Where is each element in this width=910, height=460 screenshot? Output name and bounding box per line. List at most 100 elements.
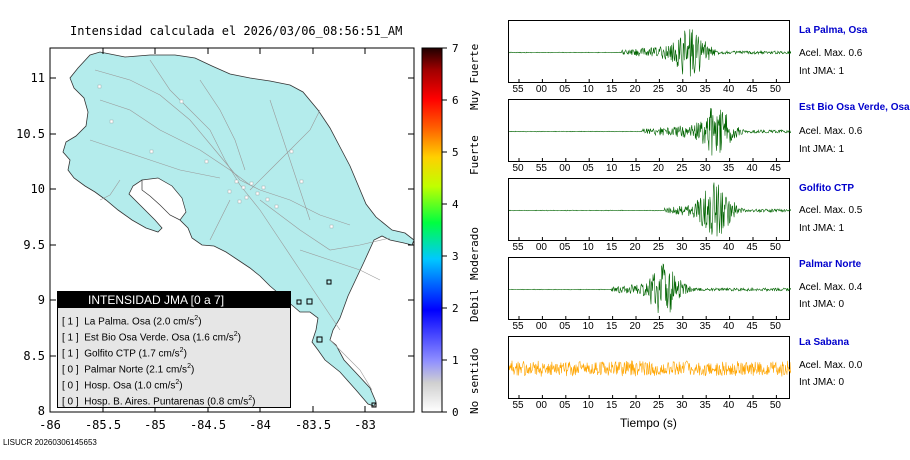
map-ytick: 10.5 bbox=[16, 127, 45, 141]
time-tick-label: 40 bbox=[723, 242, 735, 253]
colorbar-tick-label: 7 bbox=[452, 42, 459, 55]
time-tick-label: 05 bbox=[559, 84, 571, 95]
station-intensity: Int JMA: 0 bbox=[799, 377, 845, 388]
time-tick-label: 55 bbox=[512, 321, 524, 332]
time-tick-label: 20 bbox=[629, 84, 641, 95]
station-acceleration: Acel. Max. 0.0 bbox=[799, 360, 863, 371]
time-tick-label: 35 bbox=[699, 321, 711, 332]
station-name: Golfito CTP bbox=[799, 183, 854, 194]
time-tick-label: 00 bbox=[535, 242, 547, 253]
time-tick-label: 20 bbox=[629, 321, 641, 332]
time-tick-label: 45 bbox=[769, 163, 781, 174]
time-tick-label: 50 bbox=[769, 400, 781, 411]
seismogram-trace bbox=[509, 182, 791, 241]
map-xtick: -85 bbox=[144, 418, 166, 432]
station-intensity: Int JMA: 1 bbox=[799, 66, 845, 77]
station-name: Palmar Norte bbox=[799, 259, 862, 270]
station-name: Est Bio Osa Verde, Osa bbox=[799, 102, 910, 113]
time-tick-label: 55 bbox=[535, 163, 547, 174]
map-ytick: 9 bbox=[37, 293, 45, 307]
category-debil: Debil bbox=[468, 288, 481, 322]
seismogram-trace bbox=[509, 263, 791, 320]
time-tick-label: 15 bbox=[629, 163, 641, 174]
footer-id: LISUCR 20260306145653 bbox=[3, 438, 97, 447]
colorbar-tick-label: 3 bbox=[452, 250, 459, 263]
time-tick-label: 55 bbox=[512, 84, 524, 95]
time-tick-label: 00 bbox=[535, 400, 547, 411]
time-tick-label: 40 bbox=[723, 321, 735, 332]
legend-row: [ 1 ] La Palma. Osa (2.0 cm/s2) bbox=[62, 315, 202, 328]
category-muy-fuerte: Muy Fuerte bbox=[468, 43, 481, 110]
gulf-of-nicoya bbox=[141, 177, 187, 221]
colorbar-ticks bbox=[442, 47, 447, 413]
seismogram-panel bbox=[508, 178, 791, 241]
legend-row: [ 0 ] Hosp. Osa (1.0 cm/s2) bbox=[62, 379, 183, 392]
time-tick-label: 45 bbox=[746, 321, 758, 332]
colorbar-tick-label: 4 bbox=[452, 198, 459, 211]
time-tick-label: 10 bbox=[582, 321, 594, 332]
time-tick-label: 45 bbox=[746, 242, 758, 253]
waveform-line bbox=[509, 29, 791, 77]
time-axis-label: Tiempo (s) bbox=[620, 416, 677, 430]
colorbar-tick-label: 2 bbox=[452, 302, 459, 315]
legend-row: [ 0 ] Hosp. B. Aires. Puntarenas (0.8 cm… bbox=[62, 395, 256, 408]
time-tick-label: 00 bbox=[535, 321, 547, 332]
time-tick-label: 05 bbox=[559, 400, 571, 411]
map-xtick: -84 bbox=[249, 418, 271, 432]
time-tick-label: 35 bbox=[699, 242, 711, 253]
time-tick-label: 40 bbox=[723, 400, 735, 411]
map-xtick: -84.5 bbox=[189, 418, 227, 432]
seismogram-time-ticks: 55 00 05 10 15 20 25 30 35 40 45 50 bbox=[508, 321, 790, 333]
time-tick-label: 50 bbox=[512, 163, 524, 174]
map-ytick: 8 bbox=[37, 404, 45, 418]
time-tick-label: 10 bbox=[582, 400, 594, 411]
station-acceleration: Acel. Max. 0.6 bbox=[799, 126, 863, 137]
time-tick-label: 25 bbox=[652, 400, 664, 411]
seismogram-panel bbox=[508, 257, 791, 320]
seismogram-time-ticks: 55 00 05 10 15 20 25 30 35 40 45 50 bbox=[508, 242, 790, 254]
time-tick-label: 45 bbox=[746, 400, 758, 411]
time-tick-label: 05 bbox=[582, 163, 594, 174]
time-tick-label: 30 bbox=[676, 321, 688, 332]
time-tick-label: 50 bbox=[769, 242, 781, 253]
time-tick-label: 10 bbox=[582, 84, 594, 95]
station-name: La Sabana bbox=[799, 337, 850, 348]
map-title: Intensidad calculada el 2026/03/06_08:56… bbox=[70, 24, 403, 38]
time-tick-label: 30 bbox=[676, 242, 688, 253]
map-ytick: 11 bbox=[30, 71, 45, 85]
colorbar-tick-label: 0 bbox=[452, 406, 459, 419]
colorbar-tick-label: 6 bbox=[452, 94, 459, 107]
category-no-sentido: No sentido bbox=[468, 347, 481, 414]
map-xtick: -83 bbox=[354, 418, 376, 432]
category-moderado: Moderado bbox=[468, 227, 481, 280]
time-tick-label: 30 bbox=[676, 400, 688, 411]
waveform-line bbox=[509, 182, 791, 237]
time-tick-label: 30 bbox=[676, 84, 688, 95]
road-network bbox=[89, 59, 391, 391]
station-name: La Palma, Osa bbox=[799, 25, 868, 36]
time-tick-label: 35 bbox=[699, 400, 711, 411]
time-tick-label: 15 bbox=[606, 321, 618, 332]
time-tick-label: 05 bbox=[559, 242, 571, 253]
legend-title: INTENSIDAD JMA [0 a 7] bbox=[58, 292, 290, 308]
waveform-line bbox=[509, 360, 791, 377]
map-ytick: 9.5 bbox=[23, 238, 45, 252]
seismogram-trace bbox=[509, 360, 791, 399]
seismogram-time-ticks: 55 00 05 10 15 20 25 30 35 40 45 50 bbox=[508, 84, 790, 96]
intensity-colorbar bbox=[421, 47, 443, 413]
time-tick-label: 35 bbox=[699, 84, 711, 95]
station-markers bbox=[296, 279, 377, 408]
time-tick-label: 35 bbox=[723, 163, 735, 174]
seismogram-time-ticks: 55 00 05 10 15 20 25 30 35 40 45 50 bbox=[508, 400, 790, 412]
station-intensity: Int JMA: 0 bbox=[799, 299, 845, 310]
map-xtick: -83.5 bbox=[294, 418, 332, 432]
time-tick-label: 40 bbox=[746, 163, 758, 174]
colorbar-tick-label: 5 bbox=[452, 146, 459, 159]
station-intensity: Int JMA: 1 bbox=[799, 144, 845, 155]
time-tick-label: 25 bbox=[652, 242, 664, 253]
time-tick-label: 20 bbox=[629, 400, 641, 411]
map-ytick: 10 bbox=[30, 182, 45, 196]
time-tick-label: 45 bbox=[746, 84, 758, 95]
seismogram-panel bbox=[508, 99, 791, 162]
map-xtick: -86 bbox=[39, 418, 61, 432]
